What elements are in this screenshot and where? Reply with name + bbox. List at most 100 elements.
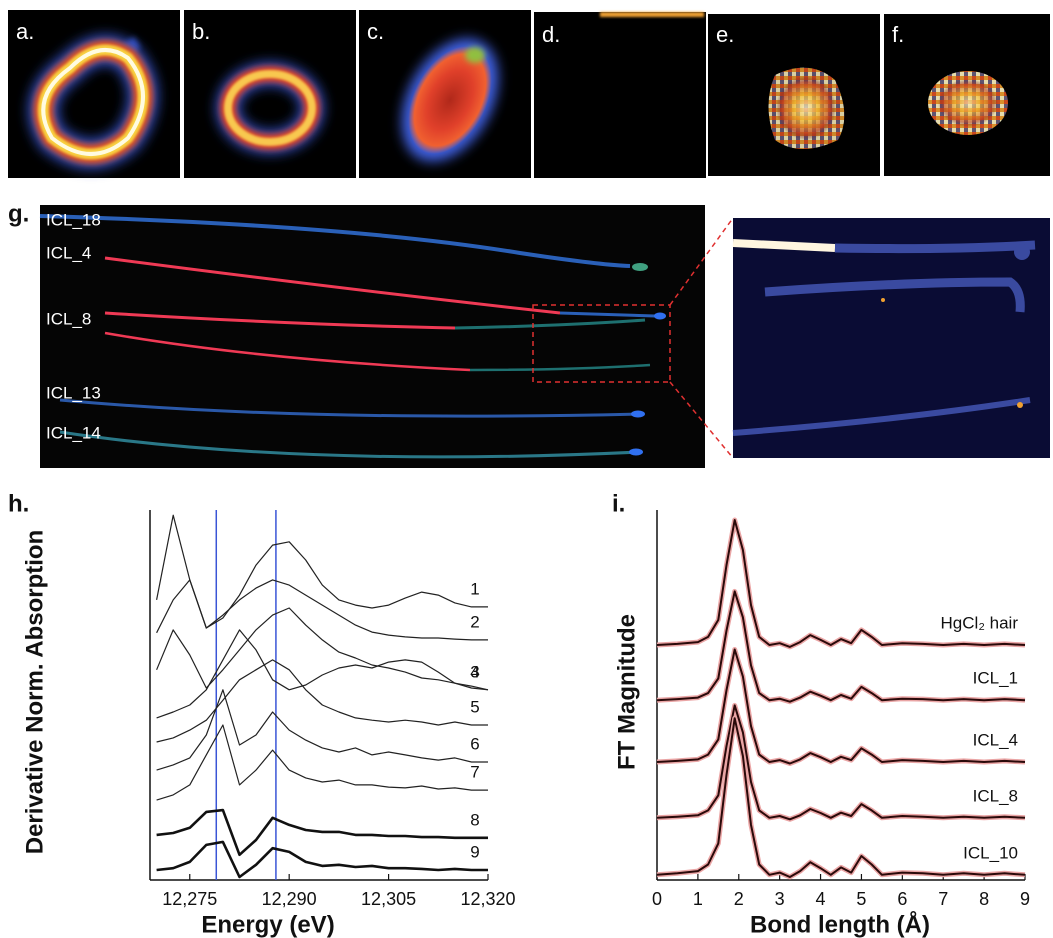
series-label: ICL_4 [973,730,1018,749]
spectrum-line [656,590,1026,703]
inset-tip [1014,244,1030,260]
x-tick-label: 8 [979,889,989,909]
sample-label: ICL_18 [46,210,101,229]
x-tick-label: 6 [897,889,907,909]
series-label: 6 [470,734,479,753]
series-label: HgCl₂ hair [941,614,1019,633]
series-label: 7 [470,763,479,782]
image-b: b. [184,10,356,178]
hair-tip [654,312,666,320]
spectrum-line [156,579,488,641]
series-label: ICL_10 [963,843,1018,862]
x-axis-title: Bond length (Å) [750,910,930,938]
hair-strand [469,363,651,372]
panel-label: a. [16,19,34,44]
panel-label: f. [892,22,904,47]
inset-strand [834,240,1036,254]
series-label: ICL_8 [973,786,1018,805]
spectrum-line [156,629,489,719]
spectrum-line [656,717,1026,878]
image-background [40,205,705,468]
series-label: ICL_1 [973,669,1018,688]
inset-background [733,218,1050,458]
panel-label: c. [367,19,384,44]
ring [224,70,316,146]
x-tick-label: 7 [938,889,948,909]
x-tick-label: 12,275 [162,889,217,909]
series-label: 1 [470,579,479,598]
series-label: 9 [470,842,479,861]
series-label: 2 [470,612,479,631]
panel-label: e. [716,22,734,47]
x-tick-label: 12,320 [460,889,515,909]
image-a: a. [8,10,180,178]
sample-label: ICL_13 [46,383,101,402]
inset-spot [1017,402,1023,408]
hair-tip [631,410,645,418]
hair-strand [104,256,561,315]
zoom-box [532,304,671,383]
x-tick-label: 4 [816,889,826,909]
inset-strand [764,277,1025,313]
x-axis-title: Energy (eV) [201,911,334,938]
fit-line [656,647,1026,766]
hair-tip [629,448,643,456]
hair-tip [632,263,648,271]
x-tick-label: 3 [775,889,785,909]
spectrum-line [656,519,1026,648]
zoom-line [669,381,734,459]
series-label: 5 [470,697,479,716]
panel-label: d. [542,22,560,47]
spectrum-line [156,689,488,771]
series-label: 3 [470,662,479,681]
inset-strand [732,239,836,252]
x-tick-label: 12,305 [361,889,416,909]
image-background [534,12,706,178]
inset-spot [881,298,885,302]
x-tick-label: 0 [652,889,662,909]
x-tick-label: 1 [693,889,703,909]
panel-label: i. [612,490,625,517]
ring [41,48,145,156]
series-label: 8 [470,810,479,829]
cross-section [408,46,492,154]
hair-strand [104,331,471,372]
panel-label: b. [192,19,210,44]
hair-strand [39,214,631,268]
spot [465,47,485,63]
panel-label: g. [8,200,29,227]
x-tick-label: 2 [734,889,744,909]
sample-label: ICL_14 [46,423,101,442]
series-label: 4 [470,662,479,681]
image-e: e. [708,14,880,176]
spectrum-line [656,648,1026,765]
hair-strand [59,430,641,459]
spectrum-line [156,607,489,691]
hair-strand [559,311,656,318]
edge-signal [600,12,704,17]
spectrum-line [156,514,488,629]
image-c: c. [359,10,531,178]
cross-section [776,76,836,140]
hair-strand [454,318,646,330]
hair-strand [59,398,641,418]
spectrum-line [156,840,488,879]
spectrum-line [156,724,488,801]
cross-section [938,79,998,127]
sample-label: ICL_4 [46,243,91,262]
inset-strand [732,397,1031,436]
sample-label: ICL_8 [46,309,91,328]
spectrum-line [656,704,1026,821]
hair-strand [104,311,456,330]
spectrum-line [156,659,488,743]
spectrum-line [156,808,488,857]
y-axis-title: FT Magnitude [613,614,640,770]
panel-label: h. [8,490,29,517]
y-axis-title: Derivative Norm. Absorption [21,530,48,855]
x-tick-label: 9 [1020,889,1030,909]
hair-panel: g. ICL_18 ICL_4 ICL_8 ICL_13 ICL_14 [8,200,1050,468]
x-tick-label: 12,290 [262,889,317,909]
image-f: f. [884,14,1050,176]
image-d: d. [534,12,706,178]
